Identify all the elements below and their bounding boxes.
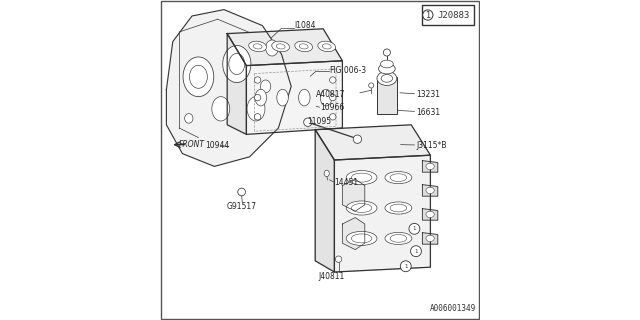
Ellipse shape [426,187,435,194]
Text: A006001349: A006001349 [430,304,476,313]
Text: 10944: 10944 [205,141,229,150]
Ellipse shape [321,89,332,106]
Ellipse shape [276,89,288,106]
Ellipse shape [426,163,435,170]
Ellipse shape [351,234,372,243]
Polygon shape [227,29,342,66]
Ellipse shape [390,204,407,212]
Ellipse shape [426,211,435,218]
Ellipse shape [390,235,407,242]
Ellipse shape [255,77,261,83]
Ellipse shape [298,89,310,106]
Text: 1: 1 [414,249,418,254]
Polygon shape [422,209,438,220]
Text: FRONT: FRONT [179,140,204,149]
Ellipse shape [185,114,193,123]
Bar [422,5,474,25]
Ellipse shape [353,135,362,143]
Ellipse shape [212,97,230,121]
Text: 1: 1 [404,264,408,269]
Ellipse shape [249,41,266,52]
Text: J40811: J40811 [318,272,344,281]
Polygon shape [166,10,291,166]
Circle shape [422,10,433,20]
Text: 10966: 10966 [320,103,344,112]
Ellipse shape [351,173,372,182]
Polygon shape [342,179,365,211]
Text: G91517: G91517 [227,202,257,211]
Ellipse shape [335,256,342,262]
Ellipse shape [346,201,377,215]
Ellipse shape [189,65,207,88]
Text: 1: 1 [425,11,431,20]
Ellipse shape [266,40,278,56]
Ellipse shape [351,204,372,212]
Text: 16631: 16631 [416,108,440,116]
Ellipse shape [253,44,262,49]
Circle shape [409,223,420,234]
Text: 13231: 13231 [416,90,440,99]
Ellipse shape [426,235,435,242]
Ellipse shape [323,44,331,49]
Ellipse shape [330,94,336,101]
Ellipse shape [330,114,336,120]
Ellipse shape [255,94,261,101]
Ellipse shape [247,97,265,121]
Ellipse shape [260,80,271,93]
Polygon shape [227,34,246,134]
Ellipse shape [380,60,393,68]
Ellipse shape [295,41,312,52]
Circle shape [411,246,422,257]
Ellipse shape [223,45,251,83]
Polygon shape [342,218,365,250]
Polygon shape [422,161,438,172]
Ellipse shape [330,77,336,83]
Ellipse shape [255,89,267,106]
Polygon shape [334,155,430,272]
Text: FIG.006-3: FIG.006-3 [330,66,367,75]
Text: 1: 1 [413,226,416,231]
Ellipse shape [377,71,397,85]
Ellipse shape [383,49,390,56]
Polygon shape [422,185,438,196]
Ellipse shape [379,64,396,74]
Ellipse shape [272,41,289,52]
Polygon shape [315,125,430,160]
Ellipse shape [183,57,214,97]
Ellipse shape [229,53,245,75]
Ellipse shape [318,41,335,52]
Polygon shape [246,61,342,134]
Ellipse shape [385,202,412,214]
Text: J3115*B: J3115*B [416,141,447,150]
Ellipse shape [255,114,261,120]
Ellipse shape [324,170,330,177]
Ellipse shape [304,118,312,126]
Ellipse shape [276,44,285,49]
Text: 11095: 11095 [307,117,332,126]
Polygon shape [315,130,334,272]
Text: I1084: I1084 [294,21,316,30]
Polygon shape [422,233,438,244]
Ellipse shape [390,174,407,181]
Ellipse shape [381,75,393,82]
Ellipse shape [238,188,246,196]
Ellipse shape [346,171,377,185]
Ellipse shape [385,172,412,184]
Text: J20883: J20883 [438,11,470,20]
Ellipse shape [346,231,377,245]
Text: A40817: A40817 [316,90,346,99]
Bar [377,77,397,114]
Circle shape [401,261,412,272]
Ellipse shape [369,83,374,88]
Ellipse shape [385,232,412,244]
Ellipse shape [300,44,308,49]
Text: 14451: 14451 [334,178,358,187]
